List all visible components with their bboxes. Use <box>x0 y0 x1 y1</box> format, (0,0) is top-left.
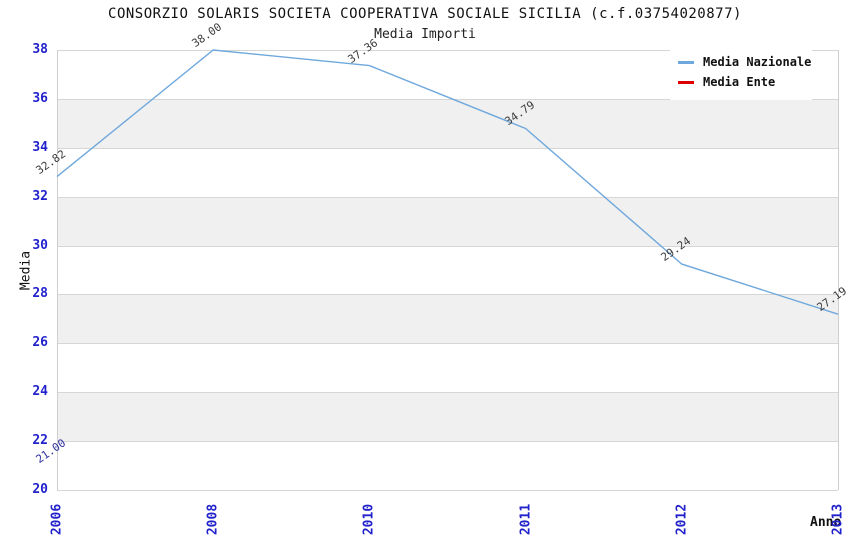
gridline-y <box>57 196 838 198</box>
grid-band <box>57 147 838 197</box>
y-tick-label: 24 <box>32 384 48 400</box>
grid-band <box>57 245 838 295</box>
y-tick-label: 22 <box>32 433 48 449</box>
plot-border <box>838 50 839 490</box>
y-tick-label: 34 <box>32 139 48 155</box>
legend-item: Media Ente <box>678 72 812 92</box>
gridline-y <box>57 294 838 296</box>
gridline-y <box>57 50 838 51</box>
legend-line-marker <box>678 80 694 84</box>
series-line-media-nazionale <box>56 49 839 315</box>
grid-band <box>57 196 838 246</box>
gridline-y <box>57 490 838 491</box>
plot-border <box>57 50 58 490</box>
chart-subtitle: Media Importi <box>374 27 476 42</box>
legend-item: Media Nazionale <box>678 52 812 72</box>
grid-band <box>57 294 838 344</box>
gridline-y <box>57 392 838 394</box>
legend-line-marker <box>678 60 694 64</box>
gridline-y <box>57 98 838 100</box>
y-tick-label: 38 <box>32 42 48 57</box>
gridline-y <box>57 245 838 247</box>
grid-band <box>57 98 838 148</box>
y-tick-label: 32 <box>32 188 48 204</box>
y-tick-label: 36 <box>32 90 48 106</box>
grid-band <box>57 343 838 393</box>
legend-label: Media Nazionale <box>703 55 812 69</box>
gridline-y <box>57 441 838 443</box>
grid-band <box>57 392 838 442</box>
grid-band <box>57 441 838 490</box>
chart-title: CONSORZIO SOLARIS SOCIETA COOPERATIVA SO… <box>108 6 742 22</box>
y-tick-label: 30 <box>32 237 48 253</box>
legend-label: Media Ente <box>703 75 776 89</box>
gridline-y <box>57 343 838 345</box>
x-axis-title: Anno <box>810 515 842 530</box>
y-tick-label: 26 <box>32 335 48 351</box>
gridline-y <box>57 147 838 149</box>
y-tick-label: 28 <box>32 286 48 302</box>
y-tick-label: 20 <box>32 482 48 497</box>
legend: Media Nazionale Media Ente <box>670 46 812 100</box>
